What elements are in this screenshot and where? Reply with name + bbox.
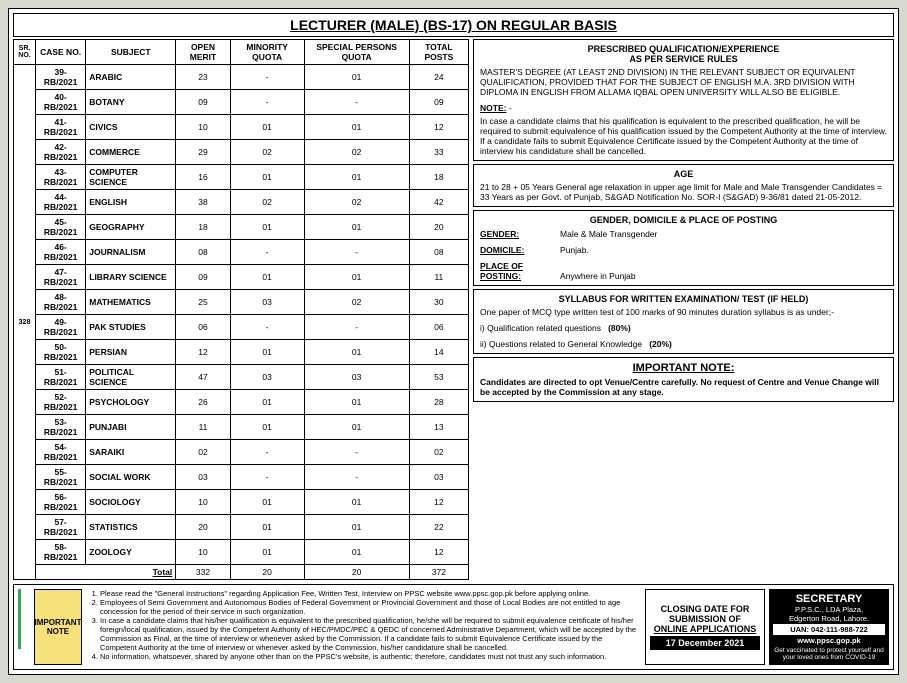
table-row: 42-RB/2021COMMERCE29020233	[14, 140, 469, 165]
table-row: 39-RB/2021ARABIC23-0124	[14, 65, 469, 90]
left-column: SR. NO. CASE NO. SUBJECT OPEN MERIT MINO…	[13, 39, 469, 580]
table-row: 48-RB/2021MATHEMATICS25030230	[14, 290, 469, 315]
age-body: 21 to 28 + 05 Years General age relaxati…	[480, 182, 887, 202]
th-minority: MINORITY QUOTA	[230, 40, 304, 65]
table-row: 46-RB/2021JOURNALISM08--08	[14, 240, 469, 265]
footer-l3: In case a candidate claims that his/her …	[100, 616, 641, 652]
posting-value: Anywhere in Punjab	[560, 271, 636, 281]
table-row: 58-RB/2021ZOOLOGY10010112	[14, 540, 469, 565]
table-row: 50-RB/2021PERSIAN12010114	[14, 340, 469, 365]
gender-value: Male & Male Transgender	[560, 229, 657, 239]
table-row: 40-RB/2021BOTANY09--09	[14, 90, 469, 115]
imp-head: IMPORTANT NOTE:	[480, 362, 887, 374]
qual-note: In case a candidate claims that his qual…	[480, 116, 887, 156]
note-label: NOTE:	[480, 103, 506, 113]
table-row: 53-RB/2021PUNJABI11010113	[14, 415, 469, 440]
important-tag: IMPORTANT NOTE	[34, 589, 82, 665]
closing-date: 17 December 2021	[650, 636, 760, 650]
sec-covid: Get vaccinated to protect yourself and y…	[773, 647, 885, 661]
posting-label: PLACE OF POSTING:	[480, 261, 560, 281]
table-row: 54-RB/2021SARAIKI02--02	[14, 440, 469, 465]
syl-i1: i) Qualification related questions	[480, 323, 601, 333]
footer-text: Please read the "General Instructions" r…	[86, 589, 641, 665]
syl-p1: (80%)	[608, 323, 631, 333]
gdp-box: GENDER, DOMICILE & PLACE OF POSTING GEND…	[473, 210, 894, 286]
table-row: 57-RB/2021STATISTICS20010122	[14, 515, 469, 540]
table-row: 45-RB/2021GEOGRAPHY18010120	[14, 215, 469, 240]
th-total: TOTAL POSTS	[409, 40, 468, 65]
closing-l3: ONLINE APPLICATIONS	[650, 624, 760, 634]
th-case: CASE NO.	[36, 40, 86, 65]
gdp-head: GENDER, DOMICILE & PLACE OF POSTING	[480, 215, 887, 225]
secretary-box: SECRETARY P.P.S.C., LDA Plaza, Edgerton …	[769, 589, 889, 665]
footer: IMPORTANT NOTE Please read the "General …	[13, 584, 894, 670]
table-row: 47-RB/2021LIBRARY SCIENCE09010111	[14, 265, 469, 290]
domicile-label: DOMICILE:	[480, 245, 560, 255]
table-row: 52-RB/2021PSYCHOLOGY26010128	[14, 390, 469, 415]
table-row: 55-RB/2021SOCIAL WORK03--03	[14, 465, 469, 490]
posts-table: SR. NO. CASE NO. SUBJECT OPEN MERIT MINO…	[13, 39, 469, 580]
right-column: PRESCRIBED QUALIFICATION/EXPERIENCE AS P…	[473, 39, 894, 580]
sec-web: www.ppsc.gop.pk	[773, 636, 885, 645]
th-open: OPEN MERIT	[176, 40, 230, 65]
qual-body: MASTER'S DEGREE (AT LEAST 2ND DIVISION) …	[480, 67, 887, 97]
domicile-value: Punjab.	[560, 245, 589, 255]
table-row: 41-RB/2021CIVICS10010112	[14, 115, 469, 140]
qual-head1: PRESCRIBED QUALIFICATION/EXPERIENCE	[480, 44, 887, 54]
sec-title: SECRETARY	[773, 593, 885, 605]
sec-addr2: Edgerton Road, Lahore.	[773, 614, 885, 623]
important-note-box: IMPORTANT NOTE: Candidates are directed …	[473, 357, 894, 402]
th-subject: SUBJECT	[86, 40, 176, 65]
table-row: 49-RB/2021PAK STUDIES06--06	[14, 315, 469, 340]
syl-p2: (20%)	[649, 339, 672, 349]
table-row: 43-RB/2021COMPUTER SCIENCE16010118	[14, 165, 469, 190]
th-srno: SR. NO.	[14, 40, 36, 65]
footer-l2: Employees of Semi Government and Autonom…	[100, 598, 641, 616]
footer-l1: Please read the "General Instructions" r…	[100, 589, 641, 598]
table-row: 51-RB/2021POLITICAL SCIENCE47030353	[14, 365, 469, 390]
closing-l2: SUBMISSION OF	[650, 614, 760, 624]
leaf-decoration	[18, 589, 30, 649]
syllabus-box: SYLLABUS FOR WRITTEN EXAMINATION/ TEST (…	[473, 289, 894, 354]
sec-addr1: P.P.S.C., LDA Plaza,	[773, 605, 885, 614]
th-special: SPECIAL PERSONS QUOTA	[304, 40, 409, 65]
closing-box: CLOSING DATE FOR SUBMISSION OF ONLINE AP…	[645, 589, 765, 665]
qualification-box: PRESCRIBED QUALIFICATION/EXPERIENCE AS P…	[473, 39, 894, 161]
closing-l1: CLOSING DATE FOR	[650, 604, 760, 614]
age-head: AGE	[480, 169, 887, 179]
imp-body: Candidates are directed to opt Venue/Cen…	[480, 377, 887, 397]
qual-head2: AS PER SERVICE RULES	[480, 54, 887, 64]
page-title: LECTURER (MALE) (BS-17) ON REGULAR BASIS	[13, 13, 894, 37]
sec-uan: UAN: 042-111-988-722	[773, 624, 885, 635]
srno-value: 328	[14, 65, 36, 580]
syl-intro: One paper of MCQ type written test of 10…	[480, 307, 887, 317]
footer-l4: No information, whatsoever, shared by an…	[100, 652, 641, 661]
table-row: 56-RB/2021SOCIOLOGY10010112	[14, 490, 469, 515]
syl-head: SYLLABUS FOR WRITTEN EXAMINATION/ TEST (…	[480, 294, 887, 304]
gender-label: GENDER:	[480, 229, 560, 239]
age-box: AGE 21 to 28 + 05 Years General age rela…	[473, 164, 894, 207]
page: LECTURER (MALE) (BS-17) ON REGULAR BASIS…	[8, 8, 899, 675]
syl-i2: ii) Questions related to General Knowled…	[480, 339, 642, 349]
table-row: 44-RB/2021ENGLISH38020242	[14, 190, 469, 215]
total-row: Total3322020372	[14, 565, 469, 580]
